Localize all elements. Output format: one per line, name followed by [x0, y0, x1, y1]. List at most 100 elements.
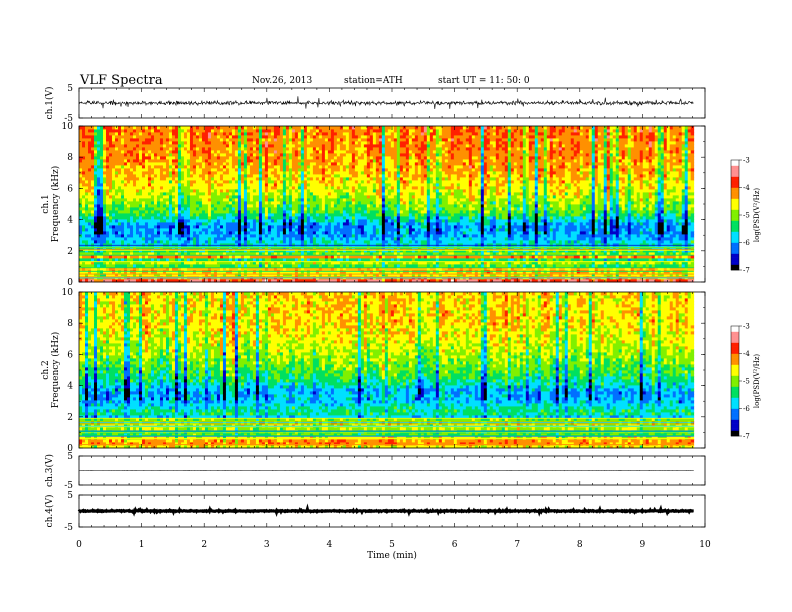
spectrogram-cell	[232, 258, 235, 261]
spectrogram-cell	[364, 258, 367, 261]
spectrogram-cell	[127, 273, 130, 276]
spectrogram-cell	[577, 264, 580, 267]
spectrogram-cell	[601, 270, 604, 273]
spectrogram-cell	[400, 264, 403, 267]
spectrogram-cell	[514, 264, 517, 267]
spectrogram-cell	[445, 264, 448, 267]
spectrogram-cell	[232, 264, 235, 267]
spectrogram-cell	[667, 270, 670, 273]
spectrogram-cell	[247, 258, 250, 261]
spectrogram-cell	[301, 264, 304, 267]
spectrogram-cell	[175, 264, 178, 267]
spectrogram-cell	[490, 258, 493, 261]
spectrogram-cell	[370, 270, 373, 273]
spectrogram-cell	[256, 273, 259, 276]
spectrogram-cell	[649, 273, 652, 276]
spectrogram-cell	[511, 270, 514, 273]
spectrogram-cell	[529, 258, 532, 261]
spectrogram-cell	[112, 270, 115, 273]
ch1-waveform	[79, 96, 694, 109]
spectrogram-cell	[550, 270, 553, 273]
spectrogram-cell	[628, 258, 631, 261]
spectrogram-cell	[607, 270, 610, 273]
spectrogram-cell	[676, 273, 679, 276]
spectrogram-cell	[244, 270, 247, 273]
spectrogram-cell	[379, 273, 382, 276]
spectrogram-cell	[544, 264, 547, 267]
spectrogram-cell	[187, 270, 190, 273]
spectrogram-cell	[229, 264, 232, 267]
spectrogram-cell	[538, 258, 541, 261]
spectrogram-cell	[310, 270, 313, 273]
spectrogram-cell	[511, 258, 514, 261]
spectrogram-cell	[121, 264, 124, 267]
spectrogram-cell	[484, 264, 487, 267]
spectrogram-cell	[436, 264, 439, 267]
spectrogram-cell	[505, 264, 508, 267]
spectrogram-cell	[391, 258, 394, 261]
spectrogram-cell	[142, 264, 145, 267]
spectrogram-cell	[640, 258, 643, 261]
spectrogram-cell	[430, 270, 433, 273]
spectrogram-cell	[409, 270, 412, 273]
spectrogram-cell	[526, 270, 529, 273]
spectrogram-cell	[466, 258, 469, 261]
spectrogram-cell	[355, 258, 358, 261]
spectrogram-cell	[241, 258, 244, 261]
spectrogram-cell	[514, 273, 517, 276]
spectrogram-cell	[247, 270, 250, 273]
spectrogram-cell	[214, 258, 217, 261]
spectrogram-cell	[265, 258, 268, 261]
spectrogram-cell	[250, 270, 253, 273]
spectrogram-cell	[691, 273, 694, 276]
spectrogram-cell	[592, 273, 595, 276]
spectrogram-cell	[517, 264, 520, 267]
spectrogram-cell	[133, 273, 136, 276]
spectrogram-cell	[130, 264, 133, 267]
spectrogram-cell	[550, 258, 553, 261]
spectrogram-cell	[397, 264, 400, 267]
spectrogram-cell	[514, 258, 517, 261]
spectrogram-cell	[556, 264, 559, 267]
spectrogram-cell	[523, 270, 526, 273]
spectrogram-cell	[538, 270, 541, 273]
spectrogram-cell	[283, 273, 286, 276]
spectrogram-cell	[202, 273, 205, 276]
spectrogram-cell	[325, 270, 328, 273]
spectrogram-cell	[238, 270, 241, 273]
spectrogram-cell	[661, 258, 664, 261]
spectrogram-cell	[601, 264, 604, 267]
spectrogram-cell	[385, 258, 388, 261]
spectrogram-cell	[100, 273, 103, 276]
spectrogram-cell	[226, 270, 229, 273]
spectrogram-cell	[121, 258, 124, 261]
spectrogram-cell	[199, 273, 202, 276]
spectrogram-cell	[442, 273, 445, 276]
spectrogram-cell	[211, 273, 214, 276]
spectrogram-cell	[322, 270, 325, 273]
spectrogram-cell	[412, 264, 415, 267]
spectrogram-cell	[487, 258, 490, 261]
spectrogram-cell	[616, 264, 619, 267]
spectrogram-cell	[544, 270, 547, 273]
spectrogram-cell	[322, 264, 325, 267]
spectrogram-cell	[295, 264, 298, 267]
spectrogram-cell	[463, 273, 466, 276]
panel-frame	[79, 88, 705, 118]
spectrogram-cell	[406, 270, 409, 273]
spectrogram-cell	[151, 258, 154, 261]
spectrogram-cell	[283, 270, 286, 273]
spectrogram-cell	[355, 270, 358, 273]
spectrogram-cell	[640, 273, 643, 276]
spectrogram-cell	[658, 273, 661, 276]
spectrogram-cell	[490, 270, 493, 273]
spectrogram-cell	[256, 264, 259, 267]
spectrogram-cell	[532, 273, 535, 276]
spectrogram-cell	[445, 273, 448, 276]
spectrogram-cell	[616, 258, 619, 261]
spectrogram-cell	[268, 264, 271, 267]
spectrogram-cell	[223, 270, 226, 273]
spectrogram-cell	[85, 258, 88, 261]
spectrogram-cell	[550, 273, 553, 276]
spectrogram-cell	[436, 258, 439, 261]
